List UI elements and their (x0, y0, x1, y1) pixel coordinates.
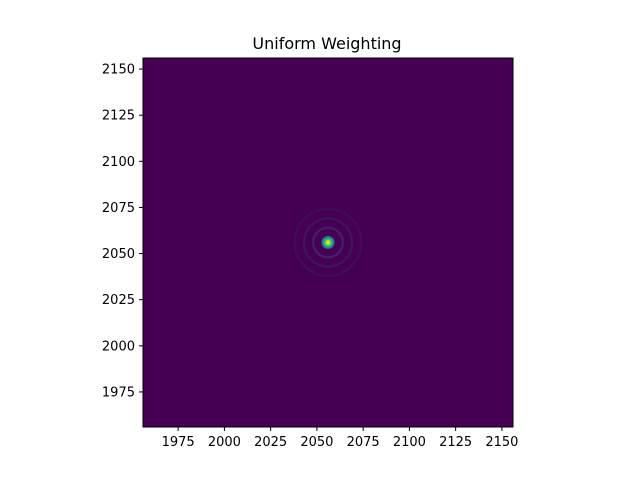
x-tick-label: 2075 (347, 435, 380, 450)
sidelobe-ring-3 (293, 208, 363, 277)
sidelobe-ring-2 (302, 217, 354, 268)
y-axis: 1975 2000 2025 2050 2075 2100 2125 2150 (102, 63, 143, 400)
x-tick-label: 2100 (393, 435, 426, 450)
x-axis: 1975 2000 2025 2050 2075 2100 2125 2150 (162, 427, 518, 450)
peak-point (320, 235, 336, 250)
y-tick-label: 2050 (102, 247, 135, 262)
sidelobe-ring-1 (312, 226, 344, 259)
y-tick-label: 2075 (102, 201, 135, 216)
y-tick-label: 2100 (102, 155, 135, 170)
y-tick-label: 2025 (102, 293, 135, 308)
x-tick-label: 2000 (208, 435, 241, 450)
x-tick-label: 2025 (254, 435, 287, 450)
y-tick-label: 2150 (102, 63, 135, 78)
y-tick-label: 2125 (102, 109, 135, 124)
x-tick-label: 2150 (485, 435, 518, 450)
y-tick-label: 2000 (102, 339, 135, 354)
x-tick-label: 2125 (439, 435, 472, 450)
peak-layer (320, 235, 336, 250)
x-tick-label: 1975 (162, 435, 195, 450)
y-tick-label: 1975 (102, 385, 135, 400)
x-tick-label: 2050 (300, 435, 333, 450)
sidelobe-rings (293, 208, 363, 277)
plot-frame (142, 57, 514, 428)
chart-title: Uniform Weighting (252, 34, 401, 53)
